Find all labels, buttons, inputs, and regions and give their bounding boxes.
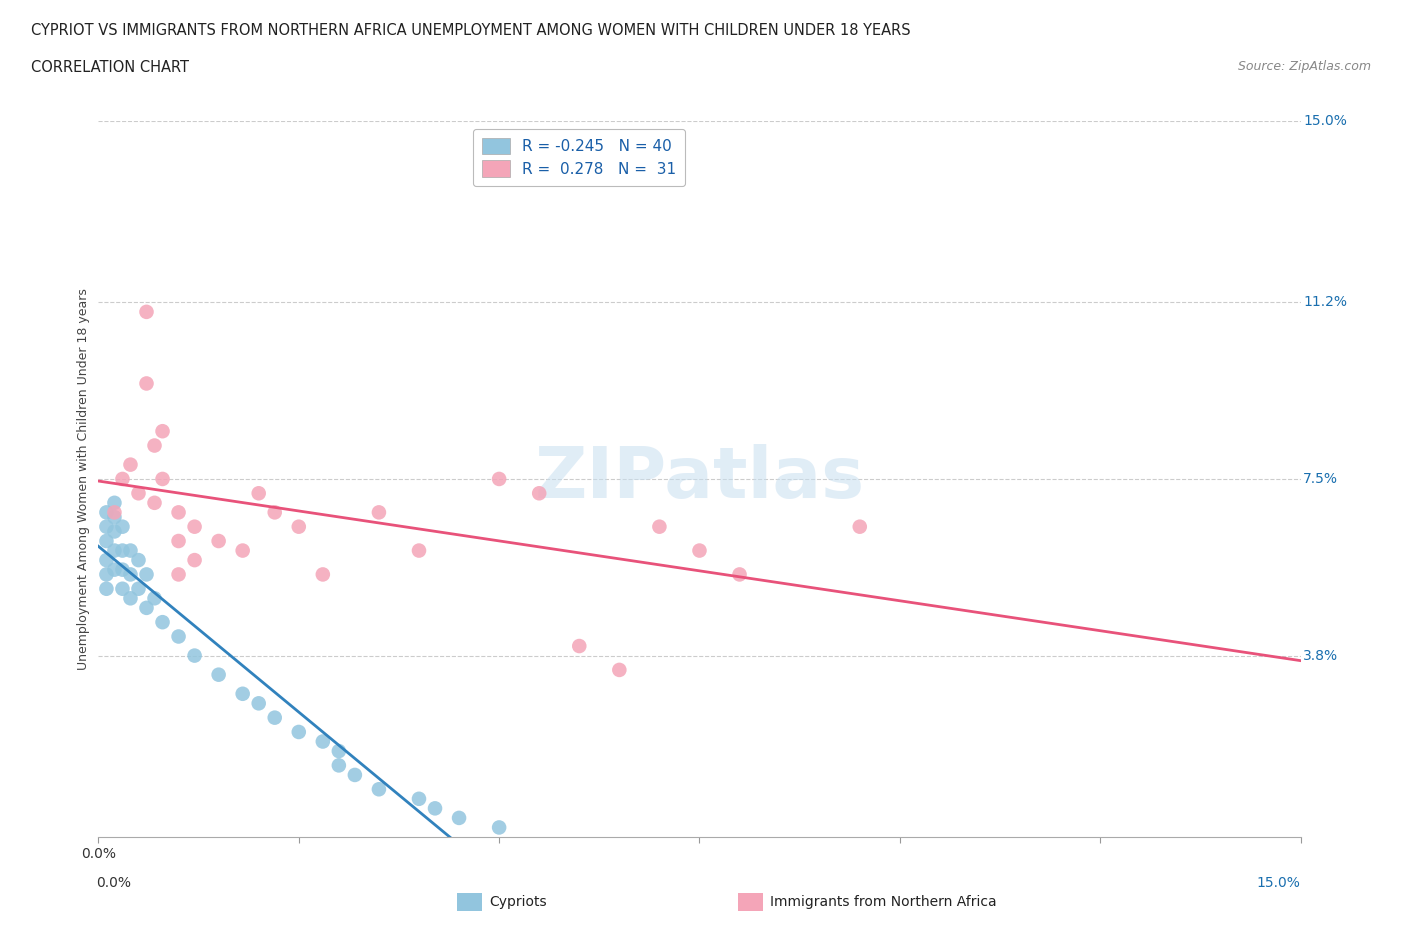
Point (288, 724, 311, 739)
Point (111, 472, 134, 486)
Point (328, 744, 350, 759)
Point (128, 552, 150, 567)
Y-axis label: Unemployment Among Women with Children Under 18 years: Unemployment Among Women with Children U… (77, 288, 90, 670)
Point (728, 567, 751, 582)
Legend: R = -0.245   N = 40, R =  0.278   N =  31: R = -0.245 N = 40, R = 0.278 N = 31 (474, 128, 685, 186)
Point (135, 567, 157, 582)
Text: 0.0%: 0.0% (96, 876, 131, 890)
Point (688, 543, 710, 558)
Point (208, 534, 231, 549)
Point (103, 524, 125, 538)
Point (849, 519, 872, 534)
Point (96, 567, 118, 582)
Text: 11.2%: 11.2% (1303, 296, 1347, 310)
Point (263, 505, 285, 520)
Text: Cypriots: Cypriots (489, 895, 547, 910)
Point (232, 686, 254, 701)
Point (103, 543, 125, 558)
Point (368, 505, 391, 520)
Point (488, 472, 510, 486)
Point (128, 485, 150, 500)
Text: 15.0%: 15.0% (1303, 113, 1347, 128)
Text: ZIPatlas: ZIPatlas (534, 445, 865, 513)
Point (529, 485, 551, 500)
Point (128, 581, 150, 596)
Point (103, 496, 125, 511)
Point (120, 543, 142, 558)
Point (103, 505, 125, 520)
Text: 7.5%: 7.5% (1303, 472, 1339, 486)
Point (263, 711, 285, 725)
Point (143, 591, 166, 605)
Point (183, 648, 205, 663)
Point (96, 534, 118, 549)
Point (96, 552, 118, 567)
Point (152, 615, 174, 630)
Point (343, 767, 366, 782)
Point (423, 801, 446, 816)
Point (167, 505, 190, 520)
Point (143, 496, 166, 511)
Point (120, 458, 142, 472)
Point (288, 519, 311, 534)
Text: 15.0%: 15.0% (1257, 876, 1301, 890)
Point (447, 810, 470, 825)
Point (103, 510, 125, 525)
Point (111, 543, 134, 558)
Text: CYPRIOT VS IMMIGRANTS FROM NORTHERN AFRICA UNEMPLOYMENT AMONG WOMEN WITH CHILDRE: CYPRIOT VS IMMIGRANTS FROM NORTHERN AFRI… (31, 23, 911, 38)
Point (152, 472, 174, 486)
Point (120, 567, 142, 582)
Point (312, 734, 335, 749)
Point (96, 505, 118, 520)
Point (103, 563, 125, 578)
Text: 3.8%: 3.8% (1303, 648, 1339, 662)
Point (120, 591, 142, 605)
Point (111, 519, 134, 534)
Point (368, 782, 391, 797)
Point (568, 639, 591, 654)
Point (135, 601, 157, 616)
Point (135, 376, 157, 391)
Point (111, 581, 134, 596)
Point (96, 581, 118, 596)
Point (208, 667, 231, 682)
Point (232, 543, 254, 558)
Point (408, 791, 430, 806)
Point (111, 563, 134, 578)
Text: Source: ZipAtlas.com: Source: ZipAtlas.com (1237, 60, 1371, 73)
Point (167, 534, 190, 549)
Point (167, 567, 190, 582)
Point (247, 485, 270, 500)
Point (328, 758, 350, 773)
Point (152, 424, 174, 439)
Point (135, 304, 157, 319)
Point (183, 519, 205, 534)
Point (488, 820, 510, 835)
Point (247, 696, 270, 711)
Point (312, 567, 335, 582)
Point (183, 552, 205, 567)
Point (143, 438, 166, 453)
Point (96, 519, 118, 534)
Point (609, 662, 631, 677)
Point (408, 543, 430, 558)
Text: Immigrants from Northern Africa: Immigrants from Northern Africa (770, 895, 997, 910)
Text: CORRELATION CHART: CORRELATION CHART (31, 60, 188, 75)
Point (648, 519, 671, 534)
Point (167, 629, 190, 644)
